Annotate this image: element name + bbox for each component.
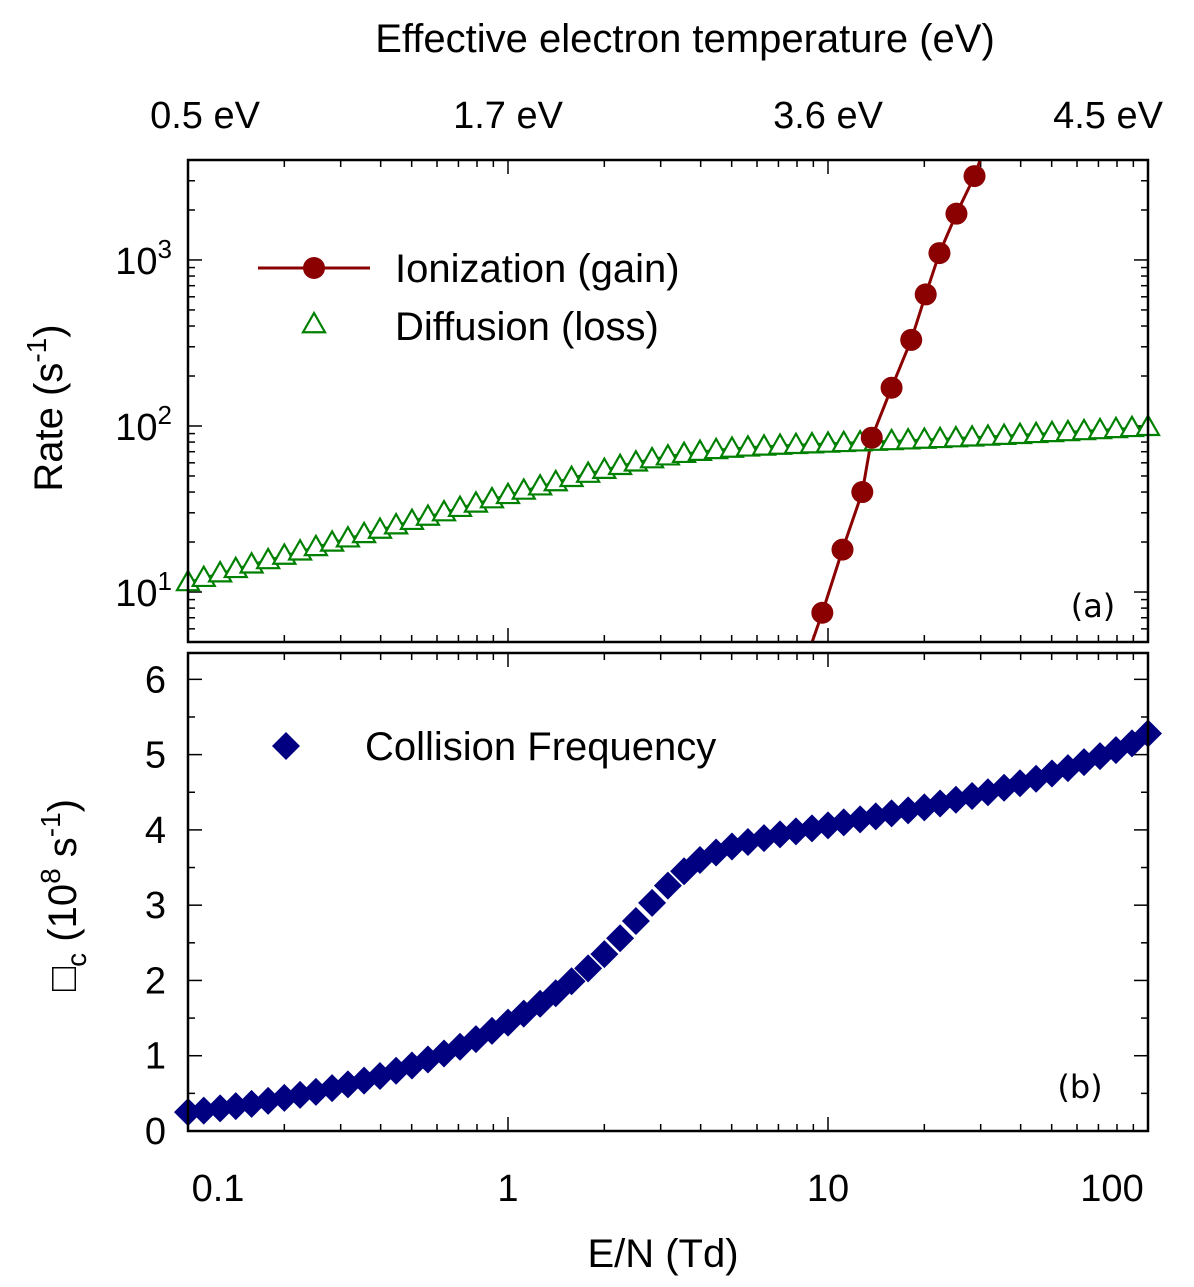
diffusion-point bbox=[703, 436, 729, 460]
diffusion-point bbox=[1039, 419, 1065, 443]
panel-b-label: (b) bbox=[1057, 1068, 1102, 1106]
panel-a-label: (a) bbox=[1071, 587, 1116, 625]
x-tick-label: 100 bbox=[1080, 1168, 1143, 1210]
panel-b-y-axis-title: □c (108 s-1) bbox=[35, 799, 92, 991]
panel-a: 101 102 103 Rate (s-1) Ionization (gain) Di… bbox=[21, 159, 1161, 643]
ionization-point bbox=[945, 202, 968, 225]
panel-b: 0 1 2 3 4 5 6 0.1 1 10 100 □c (108 s-1) Collision… bbox=[35, 653, 1162, 1210]
ionization-line bbox=[810, 159, 982, 643]
diffusion-point bbox=[943, 424, 969, 448]
panel-b-y-tick-label: 0 bbox=[145, 1111, 166, 1153]
panel-b-y-tick-label: 3 bbox=[145, 885, 166, 927]
panel-a-ticks bbox=[187, 159, 1149, 643]
panel-b-y-tick-label: 6 bbox=[145, 659, 166, 701]
panel-b-x-tick-labels: 0.1 1 10 100 bbox=[192, 1168, 1144, 1210]
diffusion-point bbox=[1119, 414, 1145, 438]
panel-b-plot-area bbox=[174, 719, 1162, 1127]
collision-frequency-point bbox=[574, 954, 603, 983]
collision-frequency-point bbox=[237, 1089, 266, 1118]
panel-b-legend: Collision Frequency bbox=[272, 725, 716, 769]
panel-b-y-tick-label: 2 bbox=[145, 960, 166, 1002]
diffusion-point bbox=[895, 426, 922, 450]
top-axis-labels: 0.5 eV 1.7 eV 3.6 eV 4.5 eV bbox=[150, 95, 1164, 137]
collision-frequency-point bbox=[606, 924, 635, 953]
panel-b-y-tick-label: 4 bbox=[145, 810, 166, 852]
ionization-point bbox=[831, 538, 854, 561]
ionization-point bbox=[880, 376, 903, 399]
diffusion-point bbox=[687, 438, 713, 461]
legend-collision-frequency-marker bbox=[272, 732, 300, 760]
panel-b-y-tick-label: 5 bbox=[145, 735, 166, 777]
top-axis-tick-label: 3.6 eV bbox=[773, 95, 884, 137]
diffusion-point bbox=[799, 430, 825, 454]
panel-a-plot-area bbox=[175, 159, 1161, 643]
x-axis-title: E/N (Td) bbox=[587, 1232, 738, 1276]
ionization-point bbox=[900, 328, 923, 351]
panel-a-frame bbox=[186, 158, 1150, 644]
ionization-point bbox=[963, 165, 986, 188]
panel-a-y-tick-label: 103 bbox=[115, 234, 172, 283]
panel-a-y-axis-title: Rate (s-1) bbox=[21, 324, 71, 491]
top-axis-title: Effective electron temperature (eV) bbox=[375, 17, 995, 61]
ionization-point bbox=[914, 283, 937, 306]
diffusion-point bbox=[767, 432, 793, 455]
panel-b-y-tick-label: 1 bbox=[145, 1036, 166, 1078]
legend-collision-frequency-label: Collision Frequency bbox=[365, 725, 716, 769]
panel-a-y-tick-label: 101 bbox=[115, 566, 172, 615]
diffusion-point bbox=[878, 427, 905, 451]
top-axis-tick-label: 1.7 eV bbox=[453, 95, 564, 137]
panel-b-frame bbox=[186, 651, 1150, 1133]
diffusion-point bbox=[815, 430, 841, 453]
diffusion-point bbox=[751, 433, 777, 456]
diffusion-point bbox=[1007, 421, 1033, 445]
legend-ionization-marker bbox=[303, 257, 325, 279]
diffusion-point bbox=[1071, 417, 1097, 441]
collision-frequency-point bbox=[557, 967, 586, 996]
collision-frequency-point bbox=[653, 871, 682, 900]
x-tick-label: 1 bbox=[497, 1168, 518, 1210]
collision-frequency-point bbox=[590, 940, 619, 969]
diffusion-point bbox=[783, 431, 809, 455]
diffusion-point bbox=[1087, 416, 1113, 440]
diffusion-point bbox=[830, 429, 857, 453]
legend-diffusion-marker bbox=[301, 310, 327, 334]
x-tick-label: 10 bbox=[807, 1168, 849, 1210]
legend-diffusion-label: Diffusion (loss) bbox=[395, 305, 659, 349]
top-axis-tick-label: 0.5 eV bbox=[150, 95, 261, 137]
panel-a-y-tick-label: 102 bbox=[115, 400, 172, 449]
top-axis-tick-label: 4.5 eV bbox=[1053, 95, 1164, 137]
panel-b-y-tick-labels: 0 1 2 3 4 5 6 bbox=[145, 659, 166, 1153]
ionization-point bbox=[928, 242, 951, 265]
ionization-point bbox=[811, 601, 834, 624]
diffusion-point bbox=[735, 434, 761, 457]
diffusion-point bbox=[959, 424, 985, 447]
legend-ionization-label: Ionization (gain) bbox=[395, 247, 680, 291]
collision-frequency-point bbox=[638, 888, 667, 917]
ionization-point bbox=[860, 426, 883, 449]
x-tick-label: 0.1 bbox=[192, 1168, 245, 1210]
ionization-point bbox=[851, 481, 874, 504]
diffusion-point bbox=[991, 422, 1017, 445]
diffusion-point bbox=[927, 425, 953, 449]
collision-frequency-point bbox=[189, 1096, 218, 1125]
panel-a-y-tick-labels: 101 102 103 bbox=[115, 234, 172, 615]
collision-frequency-point bbox=[621, 906, 650, 935]
diffusion-point bbox=[975, 423, 1001, 446]
panel-a-legend: Ionization (gain) Diffusion (loss) bbox=[258, 247, 680, 349]
diffusion-point bbox=[911, 426, 938, 449]
diffusion-point bbox=[1055, 418, 1081, 442]
diffusion-point bbox=[719, 435, 745, 458]
diffusion-point bbox=[1103, 415, 1129, 439]
diffusion-point bbox=[1023, 420, 1049, 444]
